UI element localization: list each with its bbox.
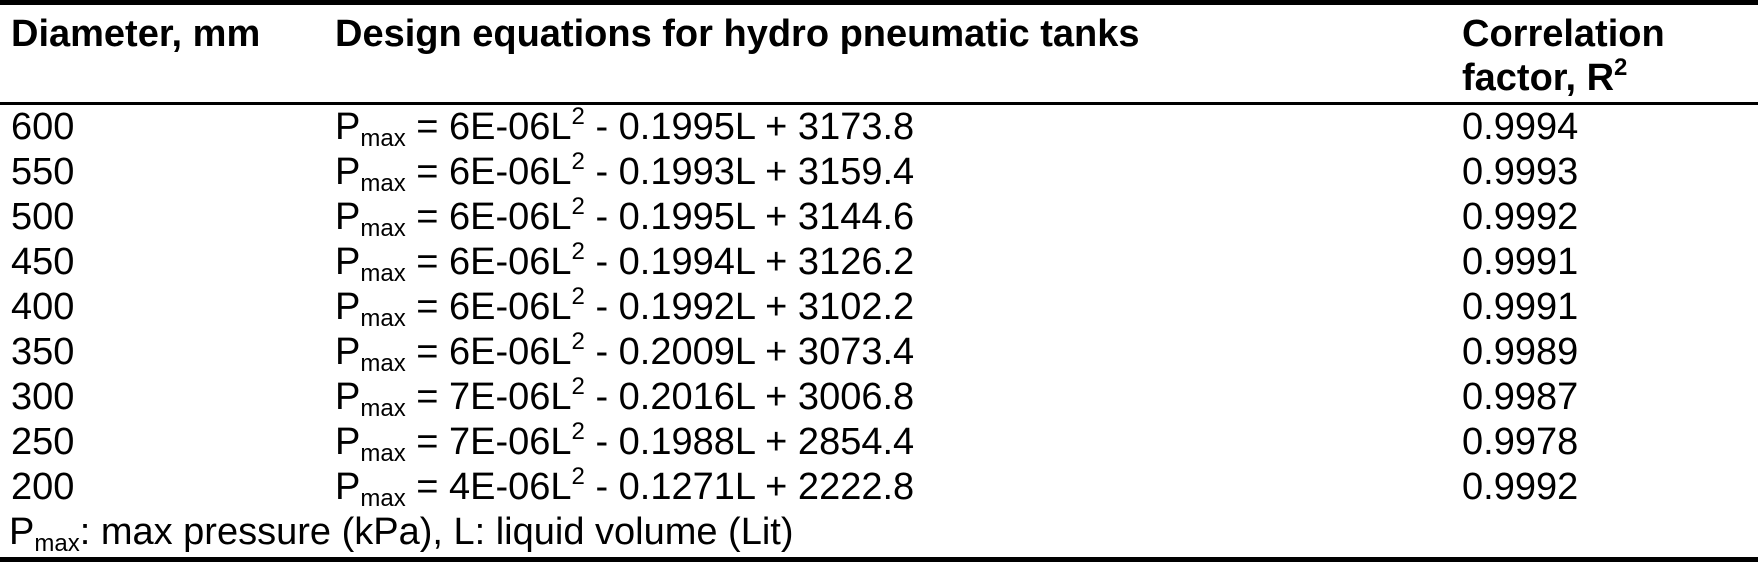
equation-coefficient-part: = 6E-06L	[405, 106, 572, 148]
diameter-cell: 450	[11, 241, 75, 283]
equation-coefficient-part: = 6E-06L	[405, 196, 572, 238]
equation-linear-part: - 0.1993L + 3159.4	[584, 151, 915, 193]
diameter-cell: 250	[11, 421, 75, 463]
correlation-cell: 0.9991	[1462, 241, 1579, 283]
equation-pressure-subscript: max	[360, 305, 406, 332]
equation-cell: Pmax = 7E-06L2 - 0.1988L + 2854.4	[335, 418, 1462, 467]
correlation-cell: 0.9987	[1462, 376, 1579, 418]
equation-pressure-subscript: max	[360, 440, 406, 467]
correlation-cell: 0.9993	[1462, 151, 1579, 193]
equation-linear-part: - 0.1992L + 3102.2	[584, 286, 915, 328]
correlation-cell: 0.9978	[1462, 421, 1579, 463]
equation-linear-part: - 0.1988L + 2854.4	[584, 421, 915, 463]
correlation-cell: 0.9991	[1462, 286, 1579, 328]
equation-cell: Pmax = 6E-06L2 - 0.1992L + 3102.2	[335, 283, 1462, 332]
diameter-cell: 400	[11, 286, 75, 328]
correlation-cell: 0.9989	[1462, 331, 1579, 373]
table-row: 500 Pmax = 6E-06L2 - 0.1995L + 3144.6 0.…	[0, 193, 1758, 242]
table-row: 400 Pmax = 6E-06L2 - 0.1992L + 3102.2 0.…	[0, 283, 1758, 332]
equation-cell: Pmax = 6E-06L2 - 0.1995L + 3144.6	[335, 193, 1462, 242]
equation-coefficient-part: = 7E-06L	[405, 376, 572, 418]
table-row: 200 Pmax = 4E-06L2 - 0.1271L + 2222.8 0.…	[0, 463, 1758, 512]
equation-pressure-symbol: P	[335, 466, 361, 508]
table-row: 550 Pmax = 6E-06L2 - 0.1993L + 3159.4 0.…	[0, 148, 1758, 197]
equation-linear-part: - 0.1994L + 3126.2	[584, 241, 915, 283]
equation-coefficient-part: = 6E-06L	[405, 241, 572, 283]
equation-pressure-subscript: max	[360, 215, 406, 242]
equation-coefficient-part: = 6E-06L	[405, 331, 572, 373]
diameter-cell: 550	[11, 151, 75, 193]
footnote-text: : max pressure (kPa), L: liquid volume (…	[79, 511, 794, 553]
equation-exponent: 2	[571, 328, 585, 355]
header-r-squared-sup: 2	[1614, 54, 1628, 81]
equation-exponent: 2	[571, 238, 585, 265]
equation-pressure-subscript: max	[360, 395, 406, 422]
equation-cell: Pmax = 6E-06L2 - 0.1994L + 3126.2	[335, 238, 1462, 287]
equation-exponent: 2	[571, 193, 585, 220]
equation-pressure-symbol: P	[335, 421, 361, 463]
equation-pressure-symbol: P	[335, 331, 361, 373]
equation-pressure-symbol: P	[335, 151, 361, 193]
diameter-cell: 600	[11, 106, 75, 148]
diameter-cell: 500	[11, 196, 75, 238]
equation-exponent: 2	[571, 418, 585, 445]
equation-pressure-symbol: P	[335, 241, 361, 283]
equation-cell: Pmax = 6E-06L2 - 0.2009L + 3073.4	[335, 328, 1462, 377]
equation-pressure-subscript: max	[360, 350, 406, 377]
correlation-cell: 0.9994	[1462, 106, 1579, 148]
table-row: 300 Pmax = 7E-06L2 - 0.2016L + 3006.8 0.…	[0, 373, 1758, 422]
table-row: 350 Pmax = 6E-06L2 - 0.2009L + 3073.4 0.…	[0, 328, 1758, 377]
equation-coefficient-part: = 7E-06L	[405, 421, 572, 463]
equation-linear-part: - 0.2009L + 3073.4	[584, 331, 915, 373]
equation-exponent: 2	[571, 103, 585, 130]
footnote-row: Pmax: max pressure (kPa), L: liquid volu…	[0, 510, 1758, 560]
correlation-cell: 0.9992	[1462, 466, 1579, 508]
diameter-cell: 200	[11, 466, 75, 508]
equation-exponent: 2	[571, 463, 585, 490]
table-row: 250 Pmax = 7E-06L2 - 0.1988L + 2854.4 0.…	[0, 418, 1758, 467]
header-correlation-text: Correlation factor, R	[1462, 13, 1665, 99]
equation-pressure-symbol: P	[335, 196, 361, 238]
equation-pressure-subscript: max	[360, 125, 406, 152]
diameter-cell: 350	[11, 331, 75, 373]
equation-linear-part: - 0.2016L + 3006.8	[584, 376, 915, 418]
equation-cell: Pmax = 6E-06L2 - 0.1995L + 3173.8	[335, 104, 1462, 151]
equation-pressure-symbol: P	[335, 106, 361, 148]
correlation-cell: 0.9992	[1462, 196, 1579, 238]
footnote-pressure-symbol: P	[9, 511, 35, 553]
header-correlation: Correlation factor, R2	[1462, 2, 1758, 105]
equation-pressure-symbol: P	[335, 286, 361, 328]
equation-pressure-subscript: max	[360, 485, 406, 512]
equation-pressure-subscript: max	[360, 170, 406, 197]
equation-linear-part: - 0.1995L + 3173.8	[584, 106, 915, 148]
equation-linear-part: - 0.1271L + 2222.8	[584, 466, 915, 508]
diameter-cell: 300	[11, 376, 75, 418]
equation-pressure-symbol: P	[335, 376, 361, 418]
equation-exponent: 2	[571, 148, 585, 175]
header-equations: Design equations for hydro pneumatic tan…	[335, 2, 1462, 105]
table-row: 450 Pmax = 6E-06L2 - 0.1994L + 3126.2 0.…	[0, 238, 1758, 287]
footnote-pressure-subscript: max	[34, 530, 80, 557]
header-row: Diameter, mm Design equations for hydro …	[0, 2, 1758, 105]
equation-pressure-subscript: max	[360, 260, 406, 287]
equation-cell: Pmax = 7E-06L2 - 0.2016L + 3006.8	[335, 373, 1462, 422]
equation-exponent: 2	[571, 283, 585, 310]
equation-coefficient-part: = 4E-06L	[405, 466, 572, 508]
equation-cell: Pmax = 4E-06L2 - 0.1271L + 2222.8	[335, 463, 1462, 512]
equation-cell: Pmax = 6E-06L2 - 0.1993L + 3159.4	[335, 148, 1462, 197]
equation-coefficient-part: = 6E-06L	[405, 286, 572, 328]
equation-linear-part: - 0.1995L + 3144.6	[584, 196, 915, 238]
table-row: 600 Pmax = 6E-06L2 - 0.1995L + 3173.8 0.…	[0, 104, 1758, 151]
equation-coefficient-part: = 6E-06L	[405, 151, 572, 193]
header-diameter: Diameter, mm	[0, 2, 335, 105]
equation-exponent: 2	[571, 373, 585, 400]
footnote: Pmax: max pressure (kPa), L: liquid volu…	[0, 510, 1758, 560]
